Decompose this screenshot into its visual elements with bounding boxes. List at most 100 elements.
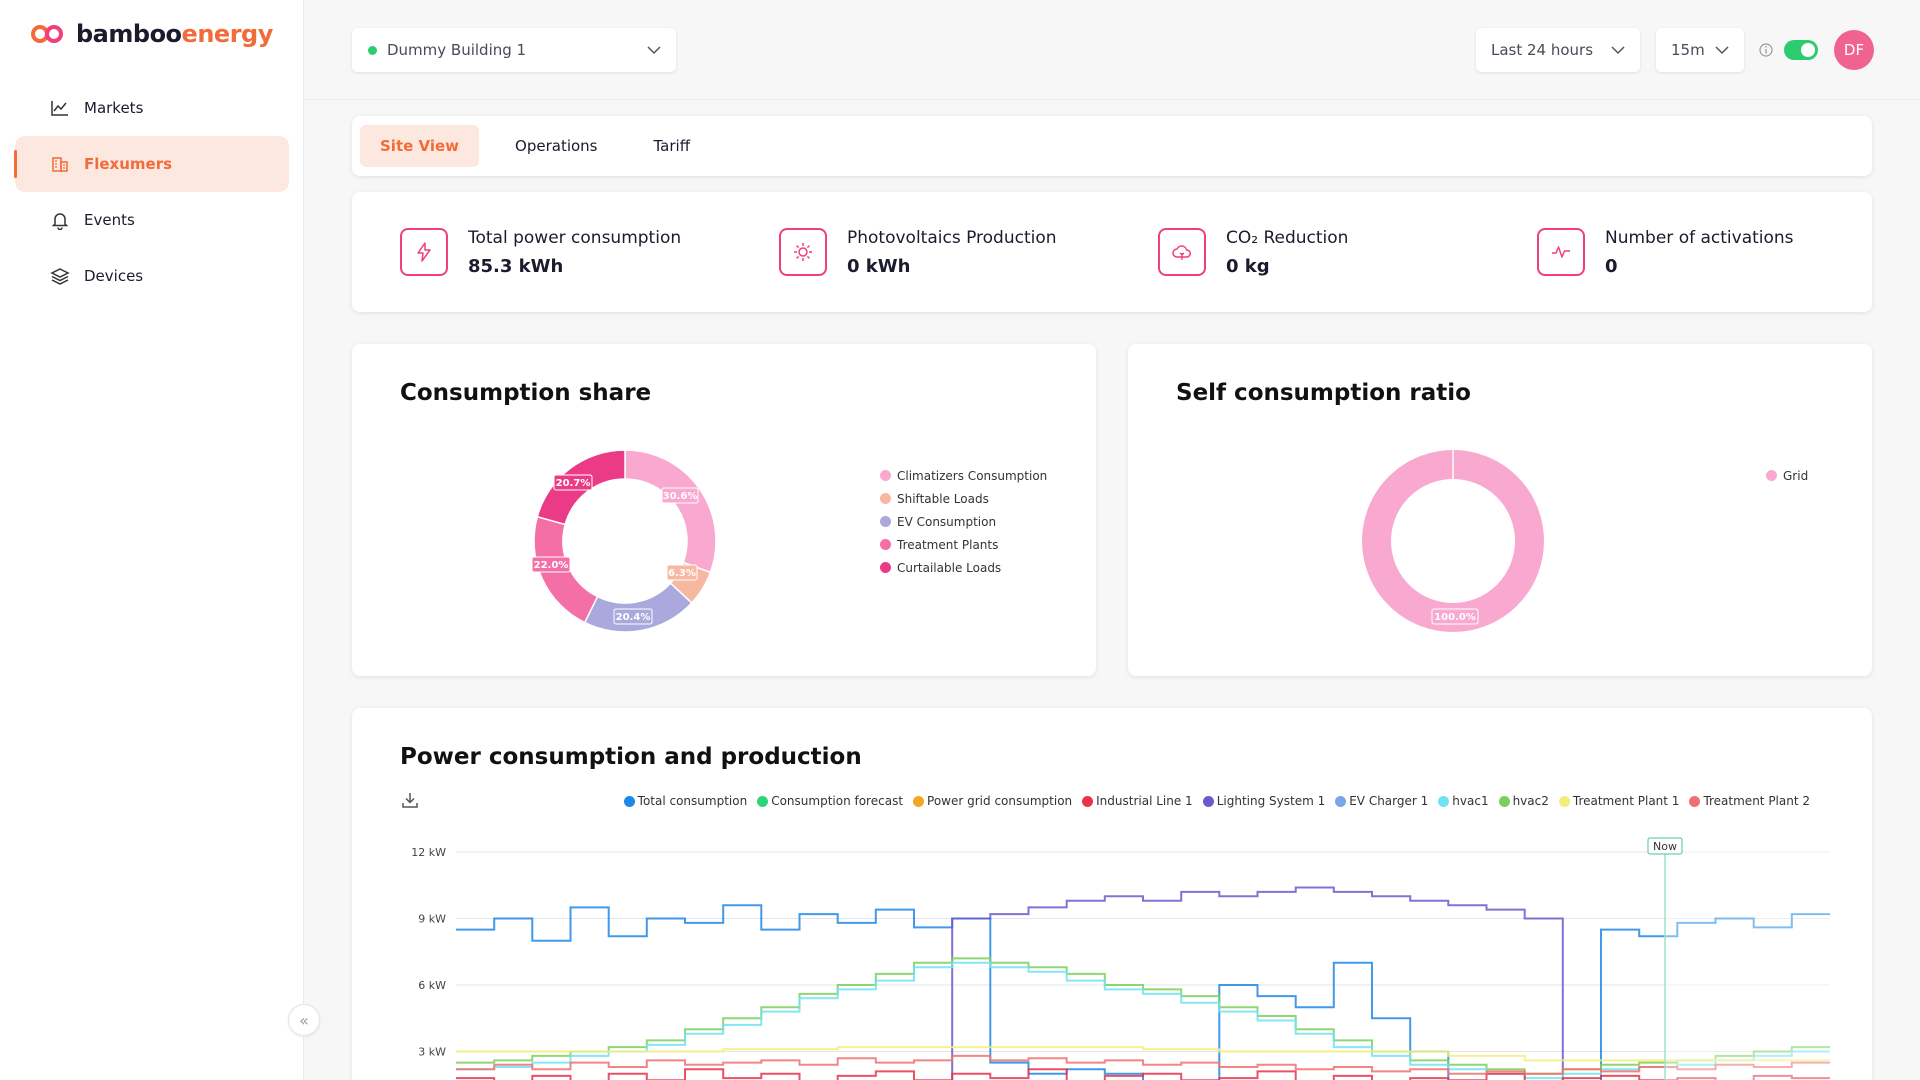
download-icon[interactable] bbox=[400, 790, 420, 810]
legend-item[interactable]: hvac2 bbox=[1498, 794, 1549, 808]
time-range-select[interactable]: Last 24 hours bbox=[1476, 28, 1640, 72]
stat-value: 0 bbox=[1605, 256, 1618, 277]
stat-value: 85.3 kWh bbox=[468, 256, 564, 277]
pulse-icon bbox=[1537, 228, 1585, 276]
layers-icon bbox=[50, 268, 70, 285]
card-title: Self consumption ratio bbox=[1176, 380, 1471, 406]
topbar: Dummy Building 1 Last 24 hours 15m DF bbox=[304, 0, 1920, 100]
donut-label: 22.0% bbox=[534, 560, 569, 571]
legend-item[interactable]: EV Charger 1 bbox=[1335, 794, 1428, 808]
sidebar-item-flexumers[interactable]: Flexumers bbox=[14, 136, 289, 192]
stat-pv-production: Photovoltaics Production 0 kWh bbox=[779, 228, 1057, 277]
live-toggle[interactable] bbox=[1784, 40, 1818, 60]
power-chart-plot: 12 kW 9 kW 6 kW 3 kW Now bbox=[411, 818, 1834, 1080]
series-line-industrial-line-1 bbox=[456, 1068, 1830, 1080]
logo-mark-icon bbox=[30, 22, 64, 46]
stat-label: Photovoltaics Production bbox=[847, 228, 1057, 248]
y-tick-label: 9 kW bbox=[418, 913, 446, 926]
stat-total-power: Total power consumption 85.3 kWh bbox=[400, 228, 681, 277]
bell-icon bbox=[51, 213, 69, 230]
series-line-treatment-plant-1 bbox=[456, 1046, 1830, 1062]
legend-item[interactable]: Grid bbox=[1766, 464, 1808, 487]
donut-label: 30.6% bbox=[663, 491, 698, 502]
legend-item[interactable]: Treatment Plant 2 bbox=[1689, 794, 1810, 808]
donut-label: 20.7% bbox=[556, 478, 591, 489]
series-line-hvac2 bbox=[456, 957, 1830, 1075]
legend-item[interactable]: Total consumption bbox=[623, 794, 747, 808]
forecast-region bbox=[1665, 818, 1834, 1080]
donut-slice-ev bbox=[583, 582, 693, 633]
card-title: Consumption share bbox=[400, 380, 652, 406]
legend-item[interactable]: Consumption forecast bbox=[757, 794, 903, 808]
status-dot-icon bbox=[368, 45, 377, 55]
stat-co2-reduction: CO₂ Reduction 0 kg bbox=[1158, 228, 1348, 277]
bolt-icon bbox=[400, 228, 448, 276]
power-chart-legend: Total consumption Consumption forecast P… bbox=[614, 794, 1810, 808]
info-icon[interactable] bbox=[1758, 42, 1774, 58]
sidebar-item-devices[interactable]: Devices bbox=[15, 248, 289, 304]
series-line-lighting-system-1 bbox=[951, 886, 1564, 1080]
sun-icon bbox=[779, 228, 827, 276]
chevrons-left-icon: « bbox=[299, 1010, 309, 1030]
stats-card: Total power consumption 85.3 kWh Photovo… bbox=[352, 192, 1872, 312]
building-icon bbox=[52, 157, 68, 172]
legend-item[interactable]: Treatment Plants bbox=[880, 533, 1047, 556]
series-line-total-consumption bbox=[456, 904, 1830, 1080]
cloud-leaf-icon bbox=[1158, 228, 1206, 276]
series-line-hvac1 bbox=[456, 961, 1830, 1080]
consumption-share-donut: 30.6% 6.3% 20.4% 22.0% 20.7% bbox=[531, 449, 717, 633]
consumption-share-card: Consumption share 30.6% 6.3% 20.4% 22.0%… bbox=[352, 344, 1096, 676]
legend-item[interactable]: hvac1 bbox=[1438, 794, 1489, 808]
interval-select[interactable]: 15m bbox=[1656, 28, 1744, 72]
sidebar: bambooenergy Markets Flexumers Events De… bbox=[0, 0, 304, 1080]
interval-value: 15m bbox=[1671, 41, 1705, 59]
stat-activations: Number of activations 0 bbox=[1537, 228, 1794, 277]
sidebar-item-label: Flexumers bbox=[84, 155, 173, 173]
legend-item[interactable]: Curtailable Loads bbox=[880, 556, 1047, 579]
stat-value: 0 kg bbox=[1226, 256, 1270, 277]
chevron-down-icon bbox=[1611, 46, 1625, 55]
user-avatar[interactable]: DF bbox=[1834, 30, 1874, 70]
stat-label: Number of activations bbox=[1605, 228, 1794, 248]
legend-item[interactable]: Lighting System 1 bbox=[1202, 794, 1325, 808]
legend-item[interactable]: Power grid consumption bbox=[913, 794, 1072, 808]
self-consumption-donut: 100.0% bbox=[1362, 450, 1544, 632]
legend-item[interactable]: Climatizers Consumption bbox=[880, 464, 1047, 487]
chevron-down-icon bbox=[1715, 46, 1729, 55]
sidebar-item-label: Events bbox=[84, 211, 135, 229]
legend-item[interactable]: Shiftable Loads bbox=[880, 487, 1047, 510]
series-line-treatment-plant-2 bbox=[456, 1054, 1830, 1075]
sidebar-item-label: Markets bbox=[84, 99, 144, 117]
sidebar-item-markets[interactable]: Markets bbox=[15, 80, 289, 136]
self-consumption-legend: Grid bbox=[1766, 464, 1808, 487]
view-tabs: Site View Operations Tariff bbox=[352, 116, 1872, 176]
brand-name: bambooenergy bbox=[76, 20, 273, 48]
consumption-share-legend: Climatizers Consumption Shiftable Loads … bbox=[880, 464, 1047, 579]
line-chart-icon bbox=[51, 101, 68, 116]
tab-site-view[interactable]: Site View bbox=[360, 125, 480, 167]
building-select[interactable]: Dummy Building 1 bbox=[352, 28, 676, 72]
chevron-down-icon bbox=[647, 46, 661, 55]
now-marker-label: Now bbox=[1653, 840, 1677, 853]
y-tick-label: 3 kW bbox=[418, 1046, 446, 1059]
collapse-sidebar-button[interactable]: « bbox=[288, 1004, 320, 1036]
time-range-value: Last 24 hours bbox=[1491, 41, 1594, 59]
y-tick-label: 12 kW bbox=[411, 846, 446, 859]
stat-label: CO₂ Reduction bbox=[1226, 228, 1349, 248]
legend-item[interactable]: Treatment Plant 1 bbox=[1558, 794, 1679, 808]
brand-logo[interactable]: bambooenergy bbox=[30, 20, 273, 48]
building-select-value: Dummy Building 1 bbox=[387, 41, 527, 59]
donut-label: 20.4% bbox=[616, 612, 651, 623]
donut-label: 6.3% bbox=[668, 568, 696, 579]
sidebar-item-label: Devices bbox=[84, 267, 144, 285]
sidebar-item-events[interactable]: Events bbox=[15, 192, 289, 248]
legend-item[interactable]: EV Consumption bbox=[880, 510, 1047, 533]
donut-slice-climatizers bbox=[624, 449, 717, 574]
tab-tariff[interactable]: Tariff bbox=[653, 137, 691, 155]
sidebar-nav: Markets Flexumers Events Devices bbox=[14, 80, 289, 304]
donut-label: 100.0% bbox=[1434, 612, 1476, 623]
y-tick-label: 6 kW bbox=[418, 979, 446, 992]
card-title: Power consumption and production bbox=[400, 744, 862, 770]
tab-operations[interactable]: Operations bbox=[515, 137, 598, 155]
legend-item[interactable]: Industrial Line 1 bbox=[1082, 794, 1193, 808]
